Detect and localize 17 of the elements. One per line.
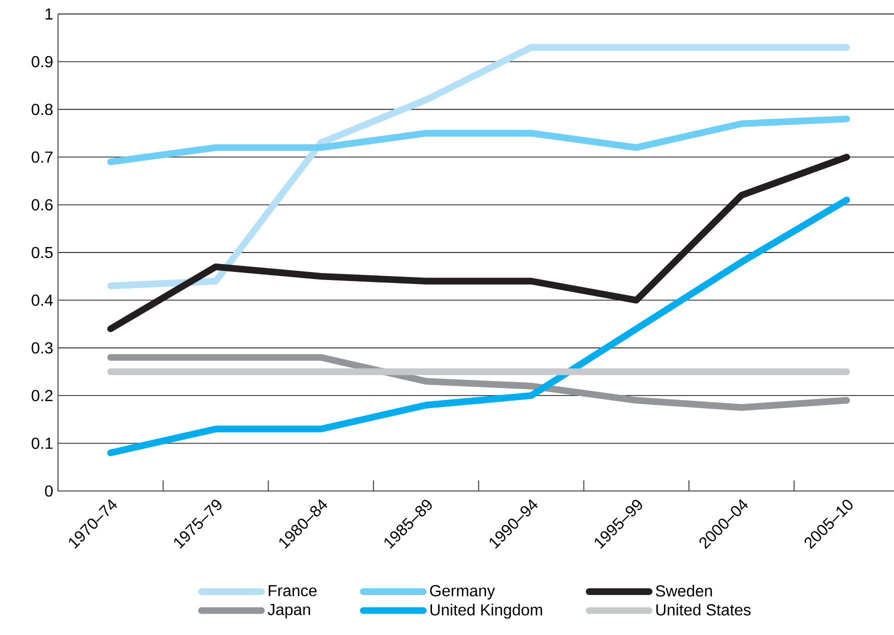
y-tick-label: 0.3 [32,342,53,354]
y-tick-label: 0 [45,485,53,497]
legend-label: Japan [268,604,310,618]
y-tick-label: 0.2 [32,390,52,402]
y-tick-label: 0.6 [32,199,53,210]
y-tick-label: 0.7 [32,151,52,163]
legend-label: United States [656,604,751,616]
y-tick-label: 0.8 [32,104,53,116]
legend-label: France [268,585,317,596]
legend-label: Germany [430,585,496,600]
y-tick-label: 0.9 [32,56,53,68]
legend-label: United Kingdom [430,604,542,619]
y-tick-label: 0.5 [32,246,53,258]
y-tick-label: 1 [46,8,53,20]
y-tick-label: 0.1 [32,438,53,449]
y-tick-label: 0.4 [32,294,53,306]
legend-label: Sweden [656,584,712,597]
